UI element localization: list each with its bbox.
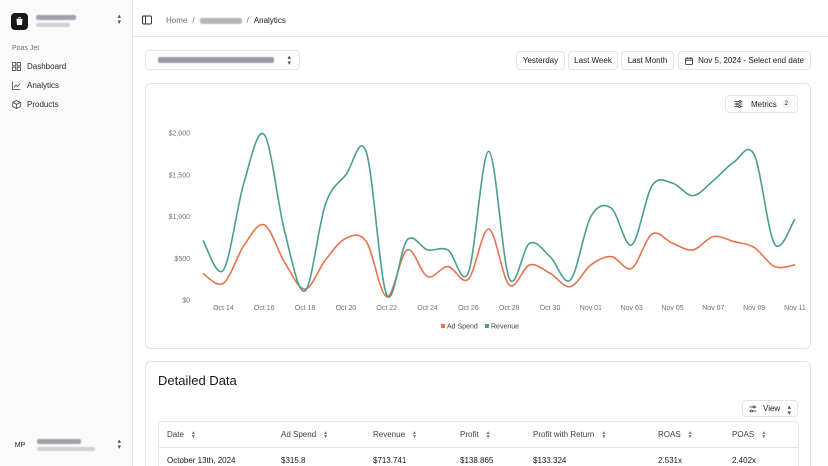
store-logo-icon — [11, 12, 28, 30]
team-name — [36, 15, 76, 27]
x-tick-label: Nov 05 — [661, 305, 683, 312]
x-tick-label: Oct 26 — [458, 305, 479, 312]
date-range-label: Nov 5, 2024 - Select end date — [698, 56, 804, 65]
top-header: Home / / Analytics — [133, 0, 828, 37]
sort-icon: ▲ ▼ — [761, 429, 767, 440]
column-header-revenue[interactable]: Revenue ▲ ▼ — [373, 429, 417, 440]
x-tick-label: Oct 22 — [376, 305, 397, 312]
breadcrumb: Home / / Analytics — [166, 16, 286, 25]
legend-swatch — [485, 324, 489, 328]
package-icon — [12, 99, 21, 109]
sidebar-item-dashboard[interactable]: Dashboard — [8, 57, 126, 75]
sidebar-group-label: Poas Jet — [12, 45, 40, 52]
chevrons-up-down-icon: ▴ ▾ — [117, 13, 121, 26]
chart-card: Metrics 2 $0 $500 $1,000 $1,500 $2,000 Oct 14… — [145, 83, 811, 349]
x-tick-label: Nov 07 — [702, 305, 724, 312]
sort-icon: ▲ ▼ — [412, 429, 417, 440]
metrics-button[interactable]: Metrics 2 — [725, 95, 798, 113]
avatar: MP — [14, 441, 26, 449]
detail-card: Detailed Data View ▴ ▾ Date ▲ ▼ Ad Spend ▲ ▼ … — [145, 361, 811, 466]
last-month-button[interactable]: Last Month — [621, 51, 674, 70]
cell-profit: $138.865 — [460, 456, 494, 465]
legend-label: Revenue — [491, 324, 519, 331]
x-tick-label: Oct 30 — [540, 305, 561, 312]
y-tick-label: $0 — [182, 298, 190, 305]
column-header-ad-spend[interactable]: Ad Spend ▲ ▼ — [281, 429, 329, 440]
y-tick-label: $2,000 — [169, 131, 191, 138]
x-tick-label: Oct 28 — [499, 305, 520, 312]
x-tick-label: Nov 03 — [621, 305, 643, 312]
sliders-icon — [734, 100, 743, 108]
x-tick-label: Oct 18 — [295, 305, 316, 312]
column-header-profit[interactable]: Profit ▲ ▼ — [460, 429, 491, 440]
user-info — [37, 439, 95, 451]
cell-profit-with-return: $133.324 — [533, 456, 567, 465]
sort-icon: ▲ ▼ — [323, 429, 329, 440]
cell-roas: 2.531x — [658, 456, 683, 465]
chart-icon — [12, 81, 21, 90]
dashboard-icon — [12, 61, 21, 71]
metrics-label: Metrics — [751, 99, 777, 109]
legend-swatch — [441, 324, 445, 328]
sidebar-item-label: Dashboard — [27, 61, 67, 71]
x-tick-label: Nov 11 — [784, 305, 806, 312]
cell-date: October 13th, 2024 — [167, 456, 236, 465]
sidebar: ▴ ▾ Poas Jet Dashboard Analytics Products… — [0, 0, 133, 466]
sliders-icon — [749, 405, 757, 412]
data-table: Date ▲ ▼ Ad Spend ▲ ▼ Revenue ▲ ▼ Profit ▲ ▼ Pro… — [158, 421, 799, 466]
x-tick-label: Oct 24 — [417, 305, 438, 312]
view-label: View — [763, 404, 781, 413]
breadcrumb-home[interactable]: Home — [166, 16, 188, 25]
column-header-poas[interactable]: POAS ▲ ▼ — [732, 429, 767, 440]
y-tick-label: $500 — [174, 256, 190, 263]
chevrons-up-down-icon: ▴ ▾ — [287, 54, 291, 67]
column-header-date[interactable]: Date ▲ ▼ — [167, 429, 196, 440]
user-menu[interactable]: MP ▴ ▾ — [11, 434, 123, 456]
series-line-ad-spend — [202, 223, 796, 298]
line-chart: $0 $500 $1,000 $1,500 $2,000 Oct 14 Oct 16 Oct … — [169, 131, 806, 331]
main-content: Home / / Analytics ▴ ▾ Yesterday Last Wee… — [133, 0, 828, 466]
x-tick-label: Oct 20 — [336, 305, 357, 312]
team-switcher[interactable]: ▴ ▾ — [11, 11, 123, 31]
sort-icon: ▲ ▼ — [190, 429, 196, 440]
breadcrumb-store[interactable] — [199, 17, 242, 24]
detail-title: Detailed Data — [158, 373, 237, 388]
legend-label: Ad Spend — [447, 324, 478, 331]
sidebar-item-products[interactable]: Products — [8, 95, 126, 113]
metrics-count-badge: 2 — [781, 100, 791, 108]
column-header-profit-with-return[interactable]: Profit with Return ▲ ▼ — [533, 429, 607, 440]
series-line-revenue — [202, 132, 796, 299]
last-week-button[interactable]: Last Week — [568, 51, 618, 70]
sidebar-item-label: Products — [27, 99, 59, 109]
table-header-row: Date ▲ ▼ Ad Spend ▲ ▼ Revenue ▲ ▼ Profit ▲ ▼ Pro… — [159, 422, 798, 448]
y-tick-label: $1,500 — [169, 172, 191, 179]
table-row[interactable]: October 13th, 2024 $315.8 $713.741 $138.… — [159, 448, 798, 466]
sidebar-toggle-icon[interactable] — [142, 15, 152, 25]
sidebar-nav: Dashboard Analytics Products — [8, 57, 126, 114]
yesterday-button[interactable]: Yesterday — [516, 51, 565, 70]
y-tick-label: $1,000 — [169, 214, 191, 221]
store-select[interactable]: ▴ ▾ — [145, 50, 300, 70]
cell-poas: 2.402x — [732, 456, 757, 465]
x-tick-label: Oct 16 — [254, 305, 275, 312]
sort-icon: ▲ ▼ — [601, 429, 607, 440]
cell-ad-spend: $315.8 — [281, 456, 306, 465]
sort-icon: ▲ ▼ — [485, 429, 491, 440]
sort-icon: ▲ ▼ — [687, 429, 693, 440]
column-header-roas[interactable]: ROAS ▲ ▼ — [658, 429, 693, 440]
chevrons-up-down-icon: ▴ ▾ — [117, 438, 121, 451]
calendar-icon — [685, 56, 693, 65]
chevrons-up-down-icon: ▴ ▾ — [787, 404, 791, 417]
x-tick-label: Nov 09 — [743, 305, 765, 312]
breadcrumb-current: Analytics — [253, 16, 286, 25]
x-tick-label: Nov 01 — [580, 305, 602, 312]
date-range-picker[interactable]: Nov 5, 2024 - Select end date — [678, 51, 811, 70]
sidebar-item-analytics[interactable]: Analytics — [8, 76, 126, 94]
sidebar-item-label: Analytics — [27, 80, 60, 90]
cell-revenue: $713.741 — [373, 456, 407, 465]
view-button[interactable]: View ▴ ▾ — [742, 400, 798, 417]
x-tick-label: Oct 14 — [213, 305, 234, 312]
